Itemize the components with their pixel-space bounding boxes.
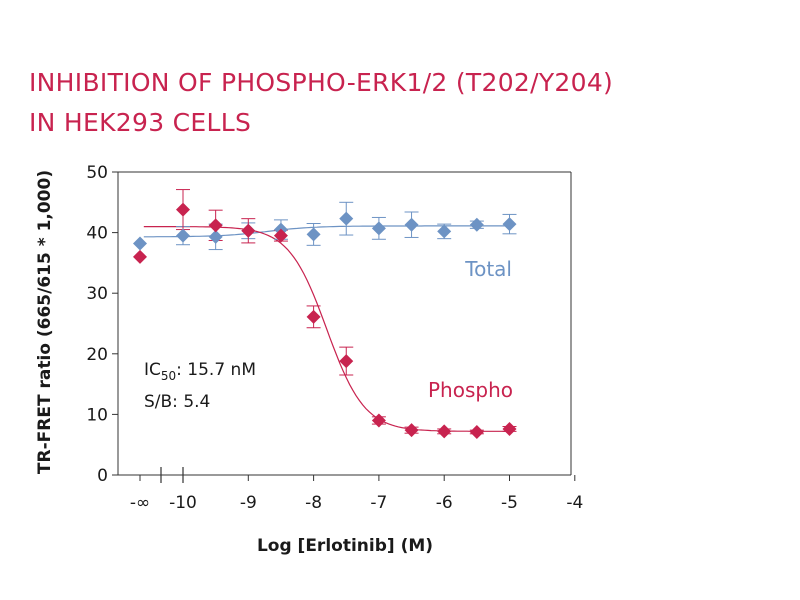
x-tick-label: -6 bbox=[436, 493, 453, 513]
total-data-point bbox=[208, 229, 223, 244]
chart-title-line-2: IN HEK293 CELLS bbox=[29, 108, 252, 137]
series-label-total: Total bbox=[464, 257, 512, 281]
x-tick-label: -4 bbox=[566, 493, 583, 513]
total-data-point bbox=[437, 224, 452, 239]
y-tick-label: 40 bbox=[86, 224, 108, 244]
total-data-point bbox=[469, 217, 484, 232]
total-control-point bbox=[133, 236, 147, 251]
y-tick-label: 20 bbox=[86, 345, 108, 365]
plot-frame bbox=[117, 171, 572, 483]
total-data-point bbox=[404, 217, 419, 232]
ic50-subscript: 50 bbox=[161, 369, 176, 383]
series-label-phospho: Phospho bbox=[428, 378, 513, 402]
phospho-data-point bbox=[306, 309, 321, 324]
total-data-point bbox=[339, 211, 354, 226]
total-data-point bbox=[176, 228, 190, 243]
x-tick-label: -8 bbox=[305, 493, 322, 513]
y-axis-title: TR-FRET ratio (665/615 * 1,000) bbox=[35, 170, 55, 474]
ic50-value: : 15.7 nM bbox=[176, 360, 256, 380]
total-data-point bbox=[306, 227, 321, 242]
total-data-point bbox=[371, 221, 386, 236]
phospho-data-point bbox=[469, 424, 484, 439]
phospho-data-point bbox=[208, 218, 223, 233]
axis-ticks: 0 10 20 30 40 50 -10 -9 -8 -7 -6 -5 -4 -∞ bbox=[86, 163, 583, 513]
y-tick-label: 30 bbox=[86, 284, 108, 304]
phospho-data-point bbox=[176, 202, 190, 217]
y-tick-label: 0 bbox=[97, 466, 108, 486]
total-fit-curve bbox=[143, 225, 510, 238]
y-tick-label: 10 bbox=[86, 405, 108, 425]
total-data-point bbox=[502, 217, 517, 232]
x-axis-title: Log [Erlotinib] (M) bbox=[257, 536, 433, 556]
ic50-prefix: IC bbox=[144, 360, 161, 380]
phospho-data-point bbox=[371, 413, 386, 428]
phospho-data-point bbox=[241, 223, 256, 238]
phospho-data-point bbox=[502, 421, 517, 436]
phospho-data-point bbox=[273, 228, 288, 243]
phospho-data-point bbox=[437, 424, 452, 439]
x-tick-label: -5 bbox=[501, 493, 518, 513]
ic50-annotation: IC50: 15.7 nM bbox=[144, 360, 256, 383]
phospho-data-point bbox=[339, 354, 354, 369]
y-tick-label: 50 bbox=[86, 163, 108, 183]
chart-title: INHIBITION OF PHOSPHO-ERK1/2 (T202/Y204)… bbox=[29, 63, 613, 143]
x-tick-label: -10 bbox=[169, 493, 197, 513]
phospho-data-point bbox=[404, 423, 419, 438]
chart-title-line-1: INHIBITION OF PHOSPHO-ERK1/2 (T202/Y204) bbox=[29, 68, 614, 97]
data-points bbox=[133, 202, 517, 439]
x-tick-label: -7 bbox=[370, 493, 387, 513]
phospho-control-point bbox=[133, 249, 147, 264]
x-tick-label-control: -∞ bbox=[130, 493, 150, 513]
x-tick-label: -9 bbox=[240, 493, 257, 513]
sb-annotation: S/B: 5.4 bbox=[144, 392, 210, 412]
